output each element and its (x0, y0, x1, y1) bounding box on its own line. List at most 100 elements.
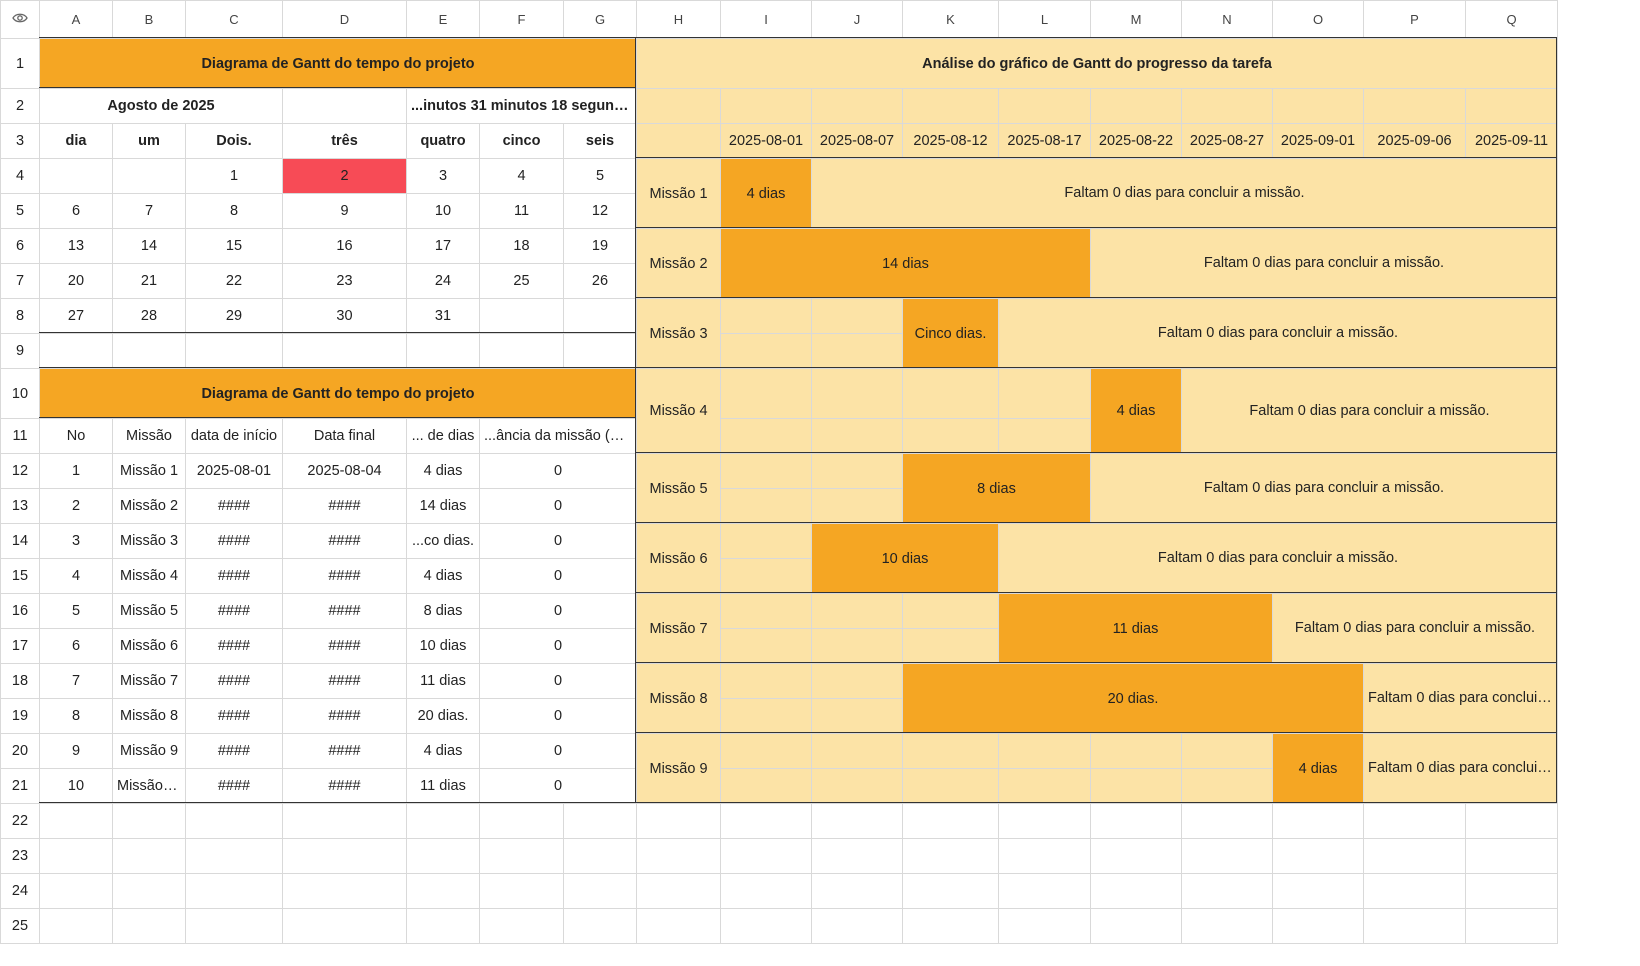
table-cell[interactable]: 4 dias (406, 733, 480, 769)
gantt-empty-cell[interactable] (1181, 768, 1273, 804)
column-header-b[interactable]: B (112, 0, 186, 39)
calendar-day[interactable]: 1 (185, 158, 283, 194)
gantt-empty-cell[interactable] (811, 663, 903, 699)
gantt-remaining-note[interactable]: Faltam 0 dias para concluir a missão. (1272, 593, 1558, 664)
cell[interactable] (479, 873, 564, 909)
row-header-25[interactable]: 25 (0, 908, 40, 944)
column-header-f[interactable]: F (479, 0, 564, 39)
cell[interactable] (282, 88, 407, 124)
cell[interactable] (902, 908, 999, 944)
cell[interactable] (406, 838, 480, 874)
cell[interactable] (563, 803, 637, 839)
gantt-task-name[interactable]: Missão 3 (636, 298, 721, 369)
column-header-o[interactable]: O (1272, 0, 1364, 39)
gantt-empty-cell[interactable] (902, 593, 999, 629)
gantt-remaining-note[interactable]: Faltam 0 dias para concluir a missão. (1363, 733, 1558, 804)
row-header-23[interactable]: 23 (0, 838, 40, 874)
gantt-empty-cell[interactable] (720, 333, 812, 369)
row-header-13[interactable]: 13 (0, 488, 40, 524)
cell[interactable] (282, 838, 407, 874)
table-cell[interactable]: Missão 1 (112, 453, 186, 489)
calendar-day[interactable]: 18 (479, 228, 564, 264)
calendar-day[interactable]: 29 (185, 298, 283, 334)
column-header-q[interactable]: Q (1465, 0, 1558, 39)
gantt-date-header[interactable]: 2025-08-12 (902, 123, 999, 159)
gantt-empty-cell[interactable] (720, 628, 812, 664)
cell[interactable] (636, 838, 721, 874)
gantt-task-name[interactable]: Missão 8 (636, 663, 721, 734)
cell[interactable] (39, 838, 113, 874)
gantt-empty-cell[interactable] (720, 733, 812, 769)
cell[interactable] (1272, 873, 1364, 909)
cell[interactable] (720, 873, 812, 909)
gantt-empty-cell[interactable] (811, 768, 903, 804)
tasks-table-title[interactable]: Diagrama de Gantt do tempo do projeto (39, 368, 637, 419)
row-header-17[interactable]: 17 (0, 628, 40, 664)
calendar-day[interactable]: 20 (39, 263, 113, 299)
table-cell[interactable]: #### (282, 488, 407, 524)
row-header-5[interactable]: 5 (0, 193, 40, 229)
gantt-task-name[interactable]: Missão 1 (636, 158, 721, 229)
cell[interactable] (1090, 803, 1182, 839)
gantt-empty-cell[interactable] (902, 418, 999, 454)
column-header-n[interactable]: N (1181, 0, 1273, 39)
calendar-day[interactable]: 26 (563, 263, 637, 299)
gantt-empty-cell[interactable] (811, 733, 903, 769)
cell[interactable] (185, 803, 283, 839)
calendar-day-today[interactable]: 2 (282, 158, 407, 194)
row-header-9[interactable]: 9 (0, 333, 40, 369)
calendar-day[interactable]: 7 (112, 193, 186, 229)
row-header-3[interactable]: 3 (0, 123, 40, 159)
table-cell[interactable]: Missão 5 (112, 593, 186, 629)
table-cell[interactable]: #### (282, 768, 407, 804)
column-header-d[interactable]: D (282, 0, 407, 39)
gantt-empty-cell[interactable] (720, 488, 812, 524)
table-cell[interactable]: 11 dias (406, 768, 480, 804)
gantt-empty-cell[interactable] (720, 593, 812, 629)
row-header-10[interactable]: 10 (0, 368, 40, 419)
gantt-bar[interactable]: 10 dias (811, 523, 999, 594)
gantt-date-header[interactable]: 2025-08-27 (1181, 123, 1273, 159)
row-header-15[interactable]: 15 (0, 558, 40, 594)
table-cell[interactable]: 0 (479, 453, 637, 489)
table-cell[interactable]: #### (282, 628, 407, 664)
calendar-day[interactable]: 25 (479, 263, 564, 299)
row-header-11[interactable]: 11 (0, 418, 40, 454)
cell[interactable] (1363, 803, 1466, 839)
gantt-empty-cell[interactable] (720, 298, 812, 334)
table-cell[interactable]: #### (185, 593, 283, 629)
gantt-empty-cell[interactable] (811, 698, 903, 734)
table-cell[interactable]: ...co dias. (406, 523, 480, 559)
tasks-table-header[interactable]: Data final (282, 418, 407, 454)
cell[interactable] (563, 873, 637, 909)
table-cell[interactable]: 7 (39, 663, 113, 699)
table-cell[interactable]: 0 (479, 663, 637, 699)
cell[interactable] (811, 838, 903, 874)
calendar-day[interactable] (563, 298, 637, 334)
gantt-empty-cell[interactable] (902, 733, 999, 769)
cell[interactable] (811, 88, 903, 124)
cell[interactable] (479, 803, 564, 839)
cell[interactable] (902, 803, 999, 839)
gantt-bar[interactable]: 8 dias (902, 453, 1091, 524)
calendar-day[interactable]: 11 (479, 193, 564, 229)
gantt-empty-cell[interactable] (902, 628, 999, 664)
column-header-i[interactable]: I (720, 0, 812, 39)
calendar-day[interactable]: 8 (185, 193, 283, 229)
column-header-a[interactable]: A (39, 0, 113, 39)
row-header-1[interactable]: 1 (0, 38, 40, 89)
cell[interactable] (1465, 803, 1558, 839)
cell[interactable] (720, 803, 812, 839)
cell[interactable] (1181, 803, 1273, 839)
cell[interactable] (479, 838, 564, 874)
gantt-empty-cell[interactable] (998, 768, 1091, 804)
cell[interactable] (112, 908, 186, 944)
calendar-day[interactable]: 9 (282, 193, 407, 229)
cell[interactable] (112, 873, 186, 909)
cell[interactable] (282, 803, 407, 839)
table-cell[interactable]: 0 (479, 628, 637, 664)
weekday-header[interactable]: seis (563, 123, 637, 159)
cell[interactable] (563, 908, 637, 944)
gantt-date-header[interactable]: 2025-08-07 (811, 123, 903, 159)
table-cell[interactable]: 4 dias (406, 453, 480, 489)
